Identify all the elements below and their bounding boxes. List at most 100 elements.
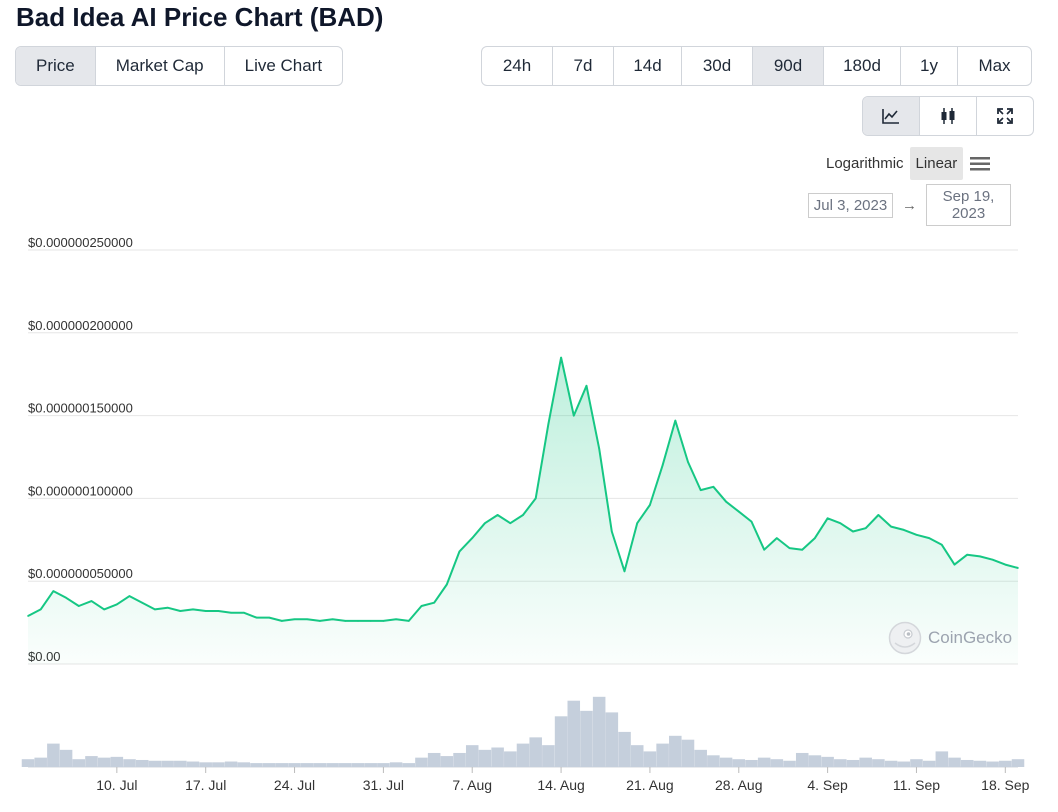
volume-bar xyxy=(669,735,682,767)
price-point xyxy=(814,537,816,539)
volume-bar xyxy=(922,760,936,767)
range-7d[interactable]: 7d xyxy=(553,47,614,85)
price-point xyxy=(217,610,220,612)
x-tick-label: 18. Sep xyxy=(981,777,1029,793)
price-point xyxy=(128,595,131,597)
coingecko-watermark: CoinGecko xyxy=(888,621,1012,655)
date-range: Jul 3, 2023 → Sep 19, 2023 xyxy=(808,184,1011,226)
fullscreen-button[interactable] xyxy=(977,97,1033,135)
volume-bar xyxy=(465,745,479,767)
line-chart-button[interactable] xyxy=(863,97,920,135)
price-point xyxy=(890,525,892,528)
volume-bar xyxy=(161,760,174,767)
date-from-input[interactable]: Jul 3, 2023 xyxy=(808,192,893,218)
price-point xyxy=(941,543,943,546)
price-area xyxy=(28,357,1018,664)
volume-bar xyxy=(174,760,187,767)
price-point xyxy=(763,548,765,551)
volume-bar xyxy=(377,763,390,767)
price-point xyxy=(979,555,981,558)
volume-bar xyxy=(973,760,987,767)
price-point xyxy=(433,601,435,604)
volume-bar xyxy=(97,757,111,767)
volume-bar xyxy=(453,752,466,767)
price-point xyxy=(103,608,105,611)
volume-bar xyxy=(339,763,352,767)
x-tick-label: 4. Sep xyxy=(807,777,848,793)
price-point xyxy=(953,563,956,566)
price-point xyxy=(306,618,309,621)
volume-bar xyxy=(592,696,606,767)
volume-bar xyxy=(757,757,771,767)
range-90d[interactable]: 90d xyxy=(753,47,824,85)
volume-bar xyxy=(630,745,644,767)
price-point xyxy=(293,618,296,621)
price-point xyxy=(801,548,804,551)
price-point xyxy=(382,620,385,622)
volume-bar xyxy=(402,763,416,767)
watermark-text: CoinGecko xyxy=(928,628,1013,647)
volume-bar xyxy=(59,749,73,767)
y-tick-label: $0.000000050000 xyxy=(28,566,133,581)
scale-logarithmic[interactable]: Logarithmic xyxy=(826,155,904,172)
price-tab-group: Price Market Cap Live Chart xyxy=(15,46,344,86)
volume-bar xyxy=(275,763,289,767)
hamburger-menu-icon[interactable] xyxy=(969,155,991,173)
price-point xyxy=(902,529,905,531)
volume-bar xyxy=(364,763,377,767)
volume-bar xyxy=(123,759,136,767)
price-point xyxy=(991,558,994,561)
price-point xyxy=(661,464,664,467)
price-point xyxy=(560,356,562,359)
x-tick-label: 17. Jul xyxy=(185,777,226,793)
volume-bar xyxy=(821,756,834,767)
tab-market-cap[interactable]: Market Cap xyxy=(96,47,225,85)
volume-bar xyxy=(110,756,124,767)
range-24h[interactable]: 24h xyxy=(482,47,553,85)
price-point xyxy=(852,530,854,533)
y-tick-label: $0.000000100000 xyxy=(28,483,133,498)
volume-bar xyxy=(224,761,238,767)
price-point xyxy=(357,620,359,622)
price-point xyxy=(154,608,156,611)
price-point xyxy=(1004,563,1007,566)
x-tick-label: 14. Aug xyxy=(537,777,585,793)
range-180d[interactable]: 180d xyxy=(824,47,901,85)
volume-bar xyxy=(719,757,733,767)
x-tick-label: 7. Aug xyxy=(452,777,492,793)
range-14d[interactable]: 14d xyxy=(614,47,682,85)
price-point xyxy=(699,489,702,491)
volume-bar xyxy=(135,759,149,767)
range-30d[interactable]: 30d xyxy=(682,47,753,85)
price-point xyxy=(737,510,740,513)
price-point xyxy=(484,522,486,525)
price-point xyxy=(344,620,347,622)
tab-live-chart[interactable]: Live Chart xyxy=(244,56,323,75)
page-title: Bad Idea AI Price Chart (BAD) xyxy=(16,2,384,32)
price-point xyxy=(877,514,880,516)
candlestick-button[interactable] xyxy=(920,97,977,135)
volume-bar xyxy=(148,760,162,767)
price-point xyxy=(77,605,80,607)
price-point xyxy=(522,514,524,516)
date-to-input[interactable]: Sep 19, 2023 xyxy=(926,184,1011,226)
price-point xyxy=(572,414,575,417)
price-point xyxy=(788,547,791,549)
line-chart-icon xyxy=(882,109,899,124)
volume-bar xyxy=(529,737,542,767)
volume-bar xyxy=(440,756,454,767)
range-1y[interactable]: 1y xyxy=(901,47,958,85)
price-point xyxy=(687,461,689,463)
volume-bar xyxy=(326,763,339,767)
volume-bar xyxy=(542,745,555,767)
volume-bar xyxy=(795,752,809,767)
range-max[interactable]: Max xyxy=(978,56,1011,75)
price-point xyxy=(179,610,182,612)
x-tick-label: 28. Aug xyxy=(715,777,763,793)
scale-linear[interactable]: Linear xyxy=(909,147,964,180)
volume-bar xyxy=(846,759,860,767)
tab-price[interactable]: Price xyxy=(16,47,96,85)
price-point xyxy=(864,527,867,530)
volume-bar xyxy=(694,749,707,767)
price-point xyxy=(90,600,93,602)
